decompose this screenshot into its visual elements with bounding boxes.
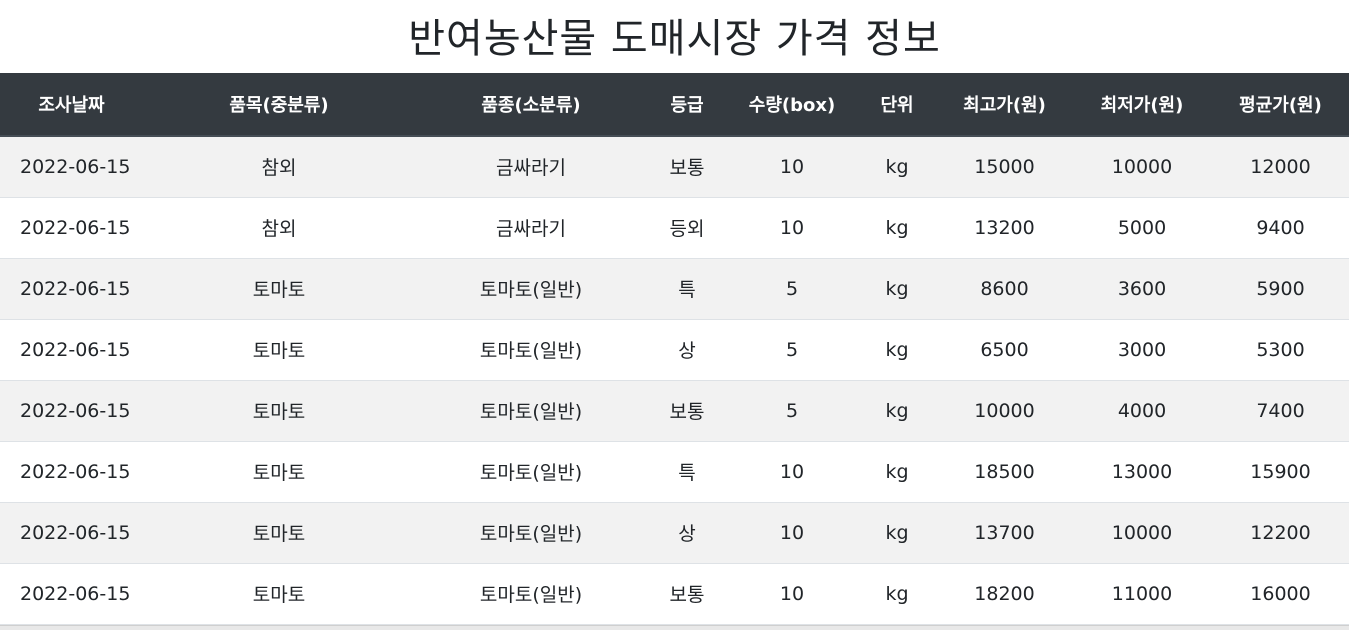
cell-grade: 특 [647,258,727,320]
header-max-price: 최고가(원) [937,73,1072,137]
cell-item-category: 토마토 [143,258,415,320]
header-variety: 품종(소분류) [415,73,647,137]
cell-item-category: 참외 [143,136,415,198]
cell-grade: 등외 [647,197,727,259]
table-row: 2022-06-15 토마토 토마토(일반) 상 10 kg 13700 10000 12200 [0,502,1349,564]
cell-grade: 상 [647,319,727,381]
cell-max-price: 8600 [937,258,1072,320]
table-row: 2022-06-15 토마토 토마토(일반) 특 5 kg 8600 3600 5900 [0,258,1349,320]
table-body: 2022-06-15 참외 금싸라기 보통 10 kg 15000 10000 12000 202… [0,136,1349,625]
cell-grade: 보통 [647,136,727,198]
cell-quantity: 5 [727,258,857,320]
cell-min-price: 5000 [1072,197,1212,259]
cell-unit: kg [857,136,937,198]
cell-max-price: 10000 [937,380,1072,442]
cell-variety: 토마토(일반) [415,258,647,320]
cell-unit: kg [857,319,937,381]
table-header: 조사날짜 품목(중분류) 품종(소분류) 등급 수량(box) 단위 최고가(원… [0,73,1349,137]
cell-variety: 토마토(일반) [415,502,647,564]
cell-quantity: 10 [727,441,857,503]
cell-quantity: 5 [727,380,857,442]
cell-survey-date: 2022-06-15 [0,319,143,381]
header-quantity: 수량(box) [727,73,857,137]
cell-grade: 보통 [647,380,727,442]
cell-grade: 특 [647,441,727,503]
cell-avg-price: 7400 [1212,380,1349,442]
cell-item-category: 토마토 [143,319,415,381]
cell-item-category: 토마토 [143,502,415,564]
header-min-price: 최저가(원) [1072,73,1212,137]
cell-max-price: 13700 [937,502,1072,564]
cell-variety: 토마토(일반) [415,380,647,442]
cell-min-price: 11000 [1072,563,1212,625]
table-row: 2022-06-15 참외 금싸라기 등외 10 kg 13200 5000 9400 [0,197,1349,259]
bottom-divider [0,624,1349,630]
cell-item-category: 토마토 [143,563,415,625]
cell-survey-date: 2022-06-15 [0,197,143,259]
cell-grade: 상 [647,502,727,564]
header-grade: 등급 [647,73,727,137]
cell-avg-price: 9400 [1212,197,1349,259]
cell-quantity: 5 [727,319,857,381]
cell-unit: kg [857,563,937,625]
cell-max-price: 15000 [937,136,1072,198]
price-table: 조사날짜 품목(중분류) 품종(소분류) 등급 수량(box) 단위 최고가(원… [0,73,1349,625]
cell-variety: 토마토(일반) [415,319,647,381]
cell-quantity: 10 [727,502,857,564]
cell-item-category: 참외 [143,197,415,259]
cell-quantity: 10 [727,136,857,198]
cell-avg-price: 12200 [1212,502,1349,564]
cell-quantity: 10 [727,563,857,625]
cell-min-price: 4000 [1072,380,1212,442]
cell-item-category: 토마토 [143,380,415,442]
cell-max-price: 18200 [937,563,1072,625]
header-unit: 단위 [857,73,937,137]
cell-min-price: 3000 [1072,319,1212,381]
cell-max-price: 6500 [937,319,1072,381]
table-row: 2022-06-15 참외 금싸라기 보통 10 kg 15000 10000 12000 [0,136,1349,198]
cell-survey-date: 2022-06-15 [0,502,143,564]
cell-quantity: 10 [727,197,857,259]
cell-survey-date: 2022-06-15 [0,136,143,198]
cell-unit: kg [857,502,937,564]
cell-variety: 금싸라기 [415,136,647,198]
cell-min-price: 3600 [1072,258,1212,320]
cell-variety: 토마토(일반) [415,563,647,625]
cell-avg-price: 5900 [1212,258,1349,320]
cell-unit: kg [857,380,937,442]
header-survey-date: 조사날짜 [0,73,143,137]
page-title: 반여농산물 도매시장 가격 정보 [408,16,941,62]
header-item-category: 품목(중분류) [143,73,415,137]
cell-min-price: 10000 [1072,136,1212,198]
cell-avg-price: 16000 [1212,563,1349,625]
cell-survey-date: 2022-06-15 [0,380,143,442]
cell-survey-date: 2022-06-15 [0,441,143,503]
cell-min-price: 10000 [1072,502,1212,564]
header-row: 조사날짜 품목(중분류) 품종(소분류) 등급 수량(box) 단위 최고가(원… [0,73,1349,137]
cell-grade: 보통 [647,563,727,625]
cell-item-category: 토마토 [143,441,415,503]
cell-unit: kg [857,197,937,259]
cell-survey-date: 2022-06-15 [0,258,143,320]
table-row: 2022-06-15 토마토 토마토(일반) 보통 5 kg 10000 4000 7400 [0,380,1349,442]
cell-max-price: 13200 [937,197,1072,259]
cell-unit: kg [857,258,937,320]
cell-min-price: 13000 [1072,441,1212,503]
cell-avg-price: 5300 [1212,319,1349,381]
cell-survey-date: 2022-06-15 [0,563,143,625]
cell-avg-price: 15900 [1212,441,1349,503]
table-row: 2022-06-15 토마토 토마토(일반) 보통 10 kg 18200 11000 1600… [0,563,1349,625]
cell-variety: 금싸라기 [415,197,647,259]
table-row: 2022-06-15 토마토 토마토(일반) 특 10 kg 18500 13000 15900 [0,441,1349,503]
cell-max-price: 18500 [937,441,1072,503]
cell-avg-price: 12000 [1212,136,1349,198]
cell-variety: 토마토(일반) [415,441,647,503]
cell-unit: kg [857,441,937,503]
header-avg-price: 평균가(원) [1212,73,1349,137]
table-row: 2022-06-15 토마토 토마토(일반) 상 5 kg 6500 3000 5300 [0,319,1349,381]
